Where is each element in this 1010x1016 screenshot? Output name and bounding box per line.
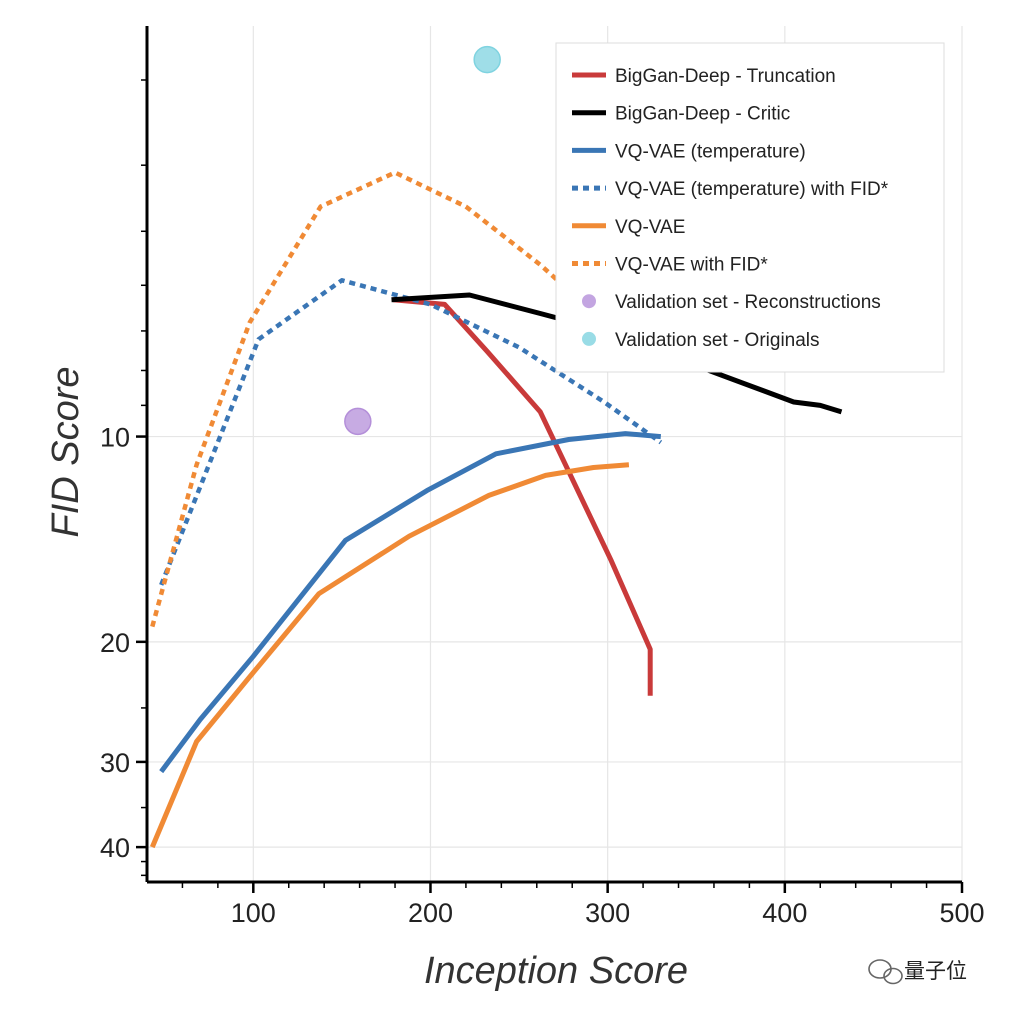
vq-vae-line bbox=[149, 462, 630, 849]
legend-label-vq-vae: VQ-VAE bbox=[615, 217, 685, 238]
x-tick-label: 100 bbox=[231, 898, 276, 928]
watermark: 量子位 bbox=[868, 959, 967, 985]
legend-label-vq-vae-with-fid: VQ-VAE with FID* bbox=[615, 255, 768, 276]
legend-label-vq-vae-temperature-with-fid: VQ-VAE (temperature) with FID* bbox=[615, 179, 889, 200]
x-axis-title: Inception Score bbox=[424, 950, 688, 992]
y-tick-label: 20 bbox=[100, 628, 130, 658]
legend-label-biggan-deep-critic: BigGan-Deep - Critic bbox=[615, 104, 790, 125]
y-tick-label: 40 bbox=[100, 833, 130, 863]
wechat-icon bbox=[868, 959, 903, 985]
validation-set-originals-point bbox=[473, 45, 501, 74]
legend-label-biggan-deep-truncation: BigGan-Deep - Truncation bbox=[615, 66, 836, 87]
x-tick-label: 500 bbox=[939, 898, 984, 928]
y-axis-title: FID Score bbox=[45, 366, 87, 537]
validation-set-reconstructions-point bbox=[344, 407, 372, 436]
y-tick-label: 10 bbox=[100, 423, 130, 453]
vq-vae-temperature-with-fid-line bbox=[159, 278, 663, 586]
x-tick-label: 200 bbox=[408, 898, 453, 928]
legend-swatch-validation-set-originals bbox=[582, 331, 596, 346]
x-tick-label: 300 bbox=[585, 898, 630, 928]
legend: BigGan-Deep - Truncation BigGan-Deep - Cr… bbox=[555, 42, 945, 373]
axes bbox=[145, 26, 962, 884]
vq-vae-temperature-line bbox=[159, 431, 662, 774]
y-tick-label: 30 bbox=[100, 748, 130, 778]
ticks: 100 200 300 400 500 10 20 30 40 bbox=[100, 79, 985, 928]
legend-box bbox=[555, 42, 945, 373]
legend-label-validation-set-originals: Validation set - Originals bbox=[615, 330, 820, 351]
biggan-deep-truncation-line bbox=[393, 297, 653, 696]
legend-label-vq-vae-temperature: VQ-VAE (temperature) bbox=[615, 141, 806, 162]
watermark-text: 量子位 bbox=[904, 959, 967, 983]
legend-swatch-validation-set-reconstructions bbox=[582, 294, 596, 309]
x-tick-label: 400 bbox=[762, 898, 807, 928]
legend-label-validation-set-reconstructions: Validation set - Reconstructions bbox=[615, 292, 881, 313]
